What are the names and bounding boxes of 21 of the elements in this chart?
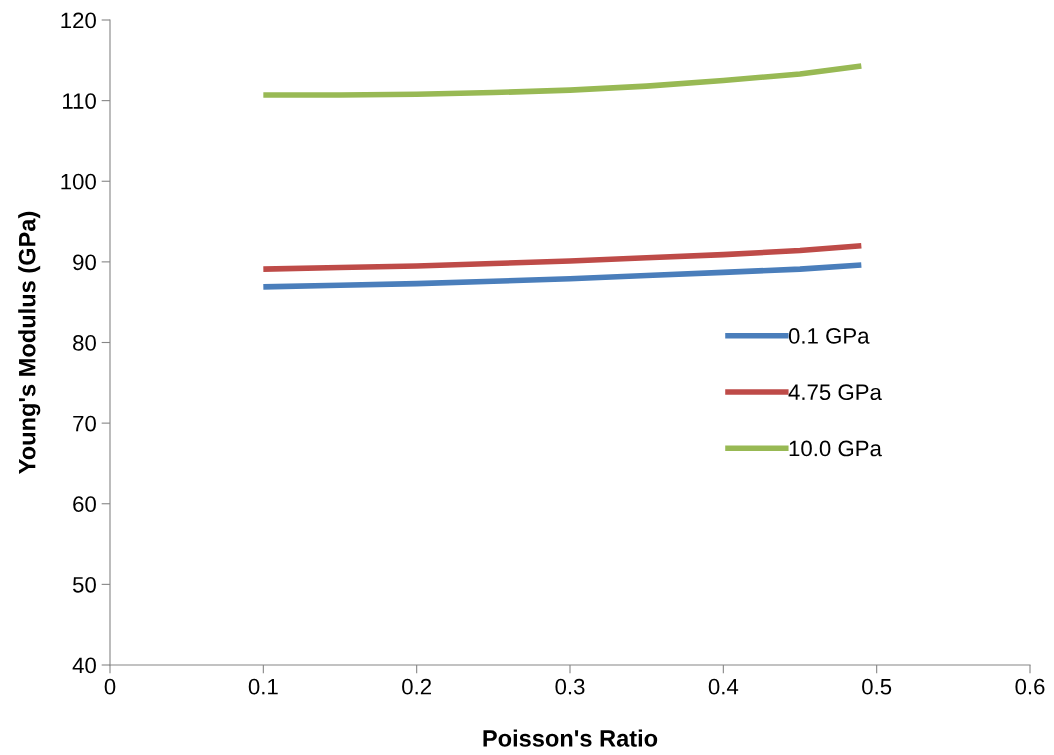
y-tick-label: 40 — [72, 657, 96, 674]
x-tick-label: 0.1 — [248, 678, 278, 695]
x-axis-title: Poisson's Ratio — [483, 729, 658, 747]
x-tick-label: 0.2 — [402, 678, 431, 695]
y-tick-label: 50 — [72, 576, 96, 593]
y-tick-label: 110 — [63, 93, 96, 109]
y-tick-label: 80 — [73, 335, 96, 351]
x-tick-label: 0 — [104, 678, 116, 695]
x-tick-label: 0.5 — [862, 678, 892, 695]
y-tick-label: 120 — [61, 12, 96, 29]
y-tick-label: 70 — [73, 415, 96, 432]
legend-label: 10.0 GPa — [789, 440, 882, 457]
x-tick-label: 0.6 — [1015, 678, 1045, 695]
x-tick-label: 0.4 — [708, 678, 739, 695]
y-tick-label: 60 — [73, 496, 96, 513]
x-tick-label: 0.3 — [555, 678, 585, 695]
y-tick-label: 100 — [61, 173, 96, 190]
legend-label: 4.75 GPa — [788, 384, 882, 401]
y-axis-title: Young's Modulus (GPa) — [18, 211, 41, 474]
legend-label: 0.1 GPa — [788, 328, 870, 344]
y-tick-label: 90 — [73, 254, 96, 271]
